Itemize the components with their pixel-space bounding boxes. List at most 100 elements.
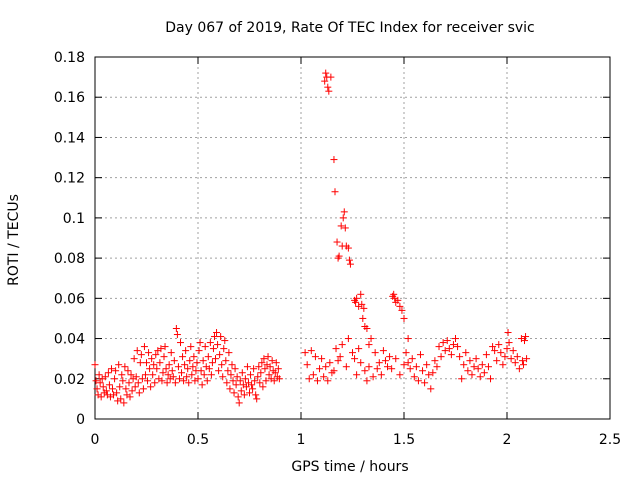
data-point [125, 379, 133, 387]
data-point [346, 260, 354, 268]
data-point [480, 369, 488, 377]
data-point [262, 377, 270, 385]
data-point [137, 351, 145, 359]
data-point [232, 381, 240, 389]
x-tick-label: 0.5 [187, 432, 209, 448]
data-point [402, 349, 410, 357]
data-point [120, 399, 128, 407]
data-point [99, 383, 107, 391]
data-point [97, 393, 105, 401]
data-point [205, 365, 213, 373]
data-point [324, 83, 332, 91]
y-axis-ticks: 0 0.02 0.04 0.06 0.08 0.1 0.12 0.14 0.16 0.18 [54, 50, 610, 428]
data-point [522, 333, 530, 341]
data-point [165, 361, 173, 369]
data-point [189, 363, 197, 371]
data-point [388, 365, 396, 373]
data-point [152, 351, 160, 359]
data-point [410, 373, 418, 381]
data-point [272, 359, 280, 367]
data-point [396, 371, 404, 379]
data-point [101, 373, 109, 381]
data-point [148, 355, 156, 363]
data-point [226, 385, 234, 393]
data-point [333, 238, 341, 246]
data-point [238, 369, 246, 377]
data-point [303, 361, 311, 369]
data-point [344, 244, 352, 252]
data-point [175, 375, 183, 383]
data-point [349, 349, 356, 357]
data-point [423, 361, 431, 369]
data-point [150, 361, 158, 369]
data-point [265, 371, 273, 379]
data-point [203, 377, 211, 385]
data-point [466, 357, 474, 365]
data-point [325, 87, 333, 95]
data-point [124, 367, 132, 375]
data-point [337, 222, 345, 230]
data-point [305, 375, 313, 383]
data-point [180, 377, 188, 385]
data-point [353, 371, 361, 379]
data-point [367, 335, 375, 343]
data-point [264, 353, 272, 361]
data-point [149, 371, 157, 379]
data-point [221, 337, 229, 345]
data-point [400, 314, 408, 322]
data-point [92, 377, 100, 385]
data-point [185, 379, 193, 387]
data-point [321, 77, 329, 85]
data-point [139, 385, 147, 393]
data-point [104, 369, 112, 377]
data-point [223, 379, 231, 387]
data-point [206, 339, 214, 347]
x-axis-ticks: 0 0.5 1 1.5 2 2.5 [91, 57, 621, 448]
data-point [133, 347, 141, 355]
data-point [164, 371, 172, 379]
data-point [443, 337, 451, 345]
data-point [511, 359, 519, 367]
data-point [135, 389, 143, 397]
data-point [507, 355, 515, 363]
data-point [193, 359, 201, 367]
data-point [352, 298, 360, 306]
data-point [449, 341, 457, 349]
data-point [128, 387, 136, 395]
data-point [358, 300, 366, 308]
data-point [167, 349, 175, 357]
data-point [445, 345, 453, 353]
data-point [523, 355, 531, 363]
data-point [497, 349, 505, 357]
data-point [322, 363, 330, 371]
data-point [225, 349, 233, 357]
data-point [107, 365, 115, 373]
data-point [253, 395, 261, 403]
data-point [109, 385, 117, 393]
data-point [178, 369, 186, 377]
data-point [240, 391, 248, 399]
data-point [408, 355, 416, 363]
data-point [258, 359, 266, 367]
data-point [437, 353, 445, 361]
data-point [322, 69, 330, 77]
data-point [431, 357, 439, 365]
data-point [176, 339, 184, 347]
data-point [489, 343, 497, 351]
data-point [392, 355, 400, 363]
data-point [247, 371, 255, 379]
data-point [215, 367, 223, 375]
data-point [140, 343, 148, 351]
data-point [416, 351, 424, 359]
data-point [270, 377, 278, 385]
data-point [493, 357, 501, 365]
data-point [400, 361, 408, 369]
data-point [216, 351, 224, 359]
data-point [201, 343, 209, 351]
data-point [187, 343, 195, 351]
data-point [199, 357, 207, 365]
y-tick-label: 0.14 [54, 130, 85, 146]
data-point [441, 347, 449, 355]
data-point [102, 387, 110, 395]
data-point [462, 349, 470, 357]
